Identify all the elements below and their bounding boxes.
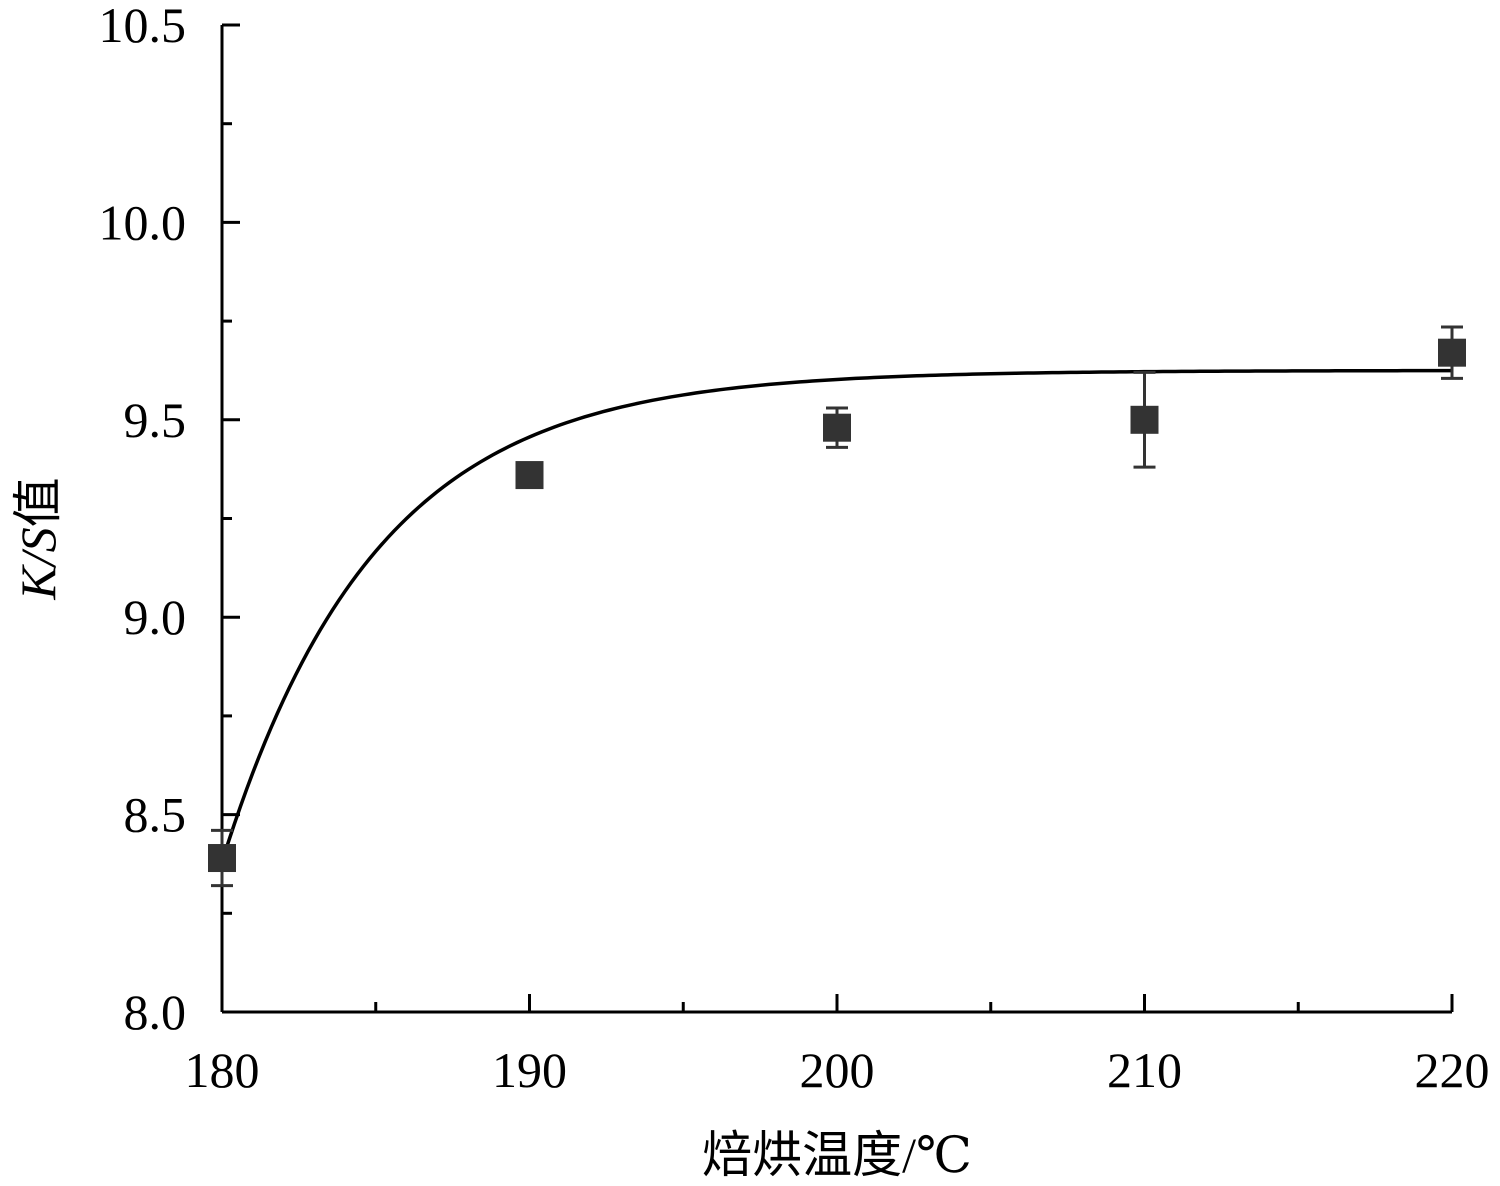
y-tick-label: 9.0 [124,589,187,645]
fit-curve [220,368,1453,863]
y-tick-label: 9.5 [124,392,187,448]
y-tick-label: 10.0 [99,194,187,250]
y-axis-title: K/S值 [10,477,66,600]
square-marker [1438,338,1466,367]
data-point [208,828,236,888]
x-tick-label: 190 [492,1042,567,1098]
data-point [515,461,544,490]
data-point [823,406,851,449]
data-points [208,325,1466,888]
data-point [1438,325,1466,380]
x-tick-label: 210 [1107,1042,1182,1098]
data-point [1130,370,1159,469]
x-tick-label: 220 [1415,1042,1490,1098]
y-axis-title-italic: K/S [10,527,66,600]
tick-labels: 8.0 8.5 9.0 9.5 10.0 10.5 180 190 200 210 220 [99,0,1490,1098]
y-tick-label: 10.5 [99,0,187,53]
square-marker [515,461,544,490]
x-tick-label: 180 [185,1042,260,1098]
square-marker [208,844,236,873]
square-marker [823,413,851,442]
y-tick-label: 8.5 [124,787,187,843]
y-axis-title-suffix: 值 [10,477,66,527]
x-axis-title: 焙烘温度/℃ [702,1127,972,1183]
square-marker [1130,405,1159,434]
x-tick-label: 200 [800,1042,875,1098]
ticks [220,23,1454,1014]
y-tick-label: 8.0 [124,984,187,1040]
